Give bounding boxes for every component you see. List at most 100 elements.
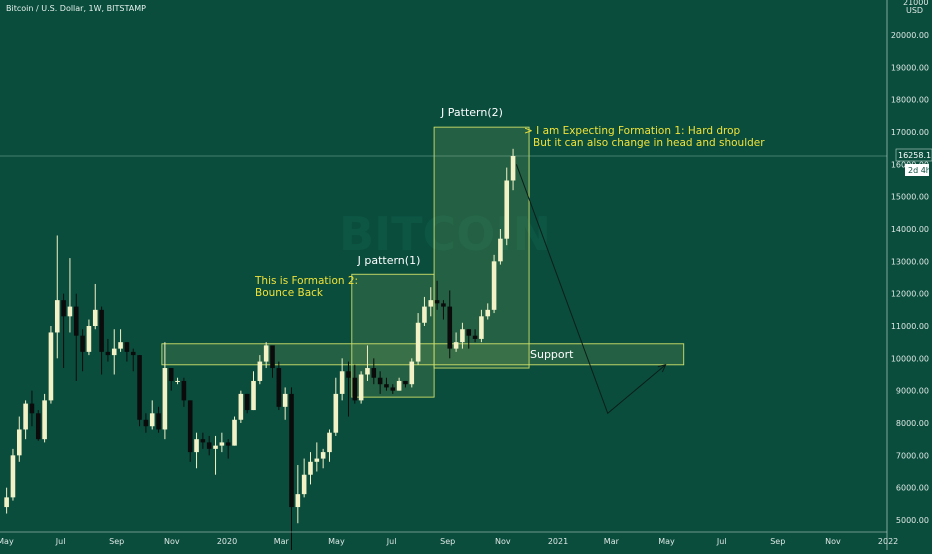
candle-body-down: [181, 380, 187, 401]
x-tick-label: 2022: [878, 537, 898, 546]
candle-body-up: [263, 345, 269, 362]
candle-body-up: [453, 342, 459, 349]
candle-body-down: [371, 368, 377, 378]
x-tick-label: Jul: [386, 537, 397, 546]
j-pattern-1-box: [351, 273, 435, 398]
candle-body-down: [377, 377, 383, 385]
candle-body-up: [16, 429, 22, 456]
candle-body-down: [29, 403, 35, 414]
x-tick-label: Mar: [274, 537, 290, 546]
candle-body-down: [276, 368, 282, 407]
candle-body-up: [282, 393, 288, 407]
candle-body-down: [403, 380, 408, 385]
countdown-box: [905, 164, 929, 176]
candle-body-up: [219, 442, 225, 446]
y-tick-label: 5000.00: [896, 516, 929, 525]
candle-body-up: [339, 371, 345, 394]
candle-body-up: [92, 309, 98, 326]
candle-body-up: [308, 461, 313, 475]
x-tick-label: Jul: [716, 537, 727, 546]
candle-body-up: [111, 348, 117, 356]
candle-body-down: [390, 387, 396, 391]
y-tick-label: 15000.00: [891, 193, 929, 202]
y-tick-label: 13000.00: [891, 257, 929, 266]
candle-body-up: [365, 368, 370, 375]
y-tick-label: 7000.00: [896, 451, 929, 460]
candle-body-down: [73, 306, 79, 336]
candle-body-down: [441, 303, 446, 307]
projection-path: [515, 164, 666, 415]
axis-currency: USD: [906, 6, 923, 15]
candle-body-down: [61, 300, 66, 317]
y-tick-label: 17000.00: [891, 128, 929, 137]
candle-body-up: [498, 238, 503, 262]
price-tag-value: 16258.11: [898, 151, 932, 160]
candle-body-up: [86, 326, 92, 352]
x-tick-label: May: [328, 537, 345, 546]
candle-body-down: [143, 419, 149, 427]
candle-body-up: [428, 300, 434, 307]
candle-body-down: [472, 335, 478, 339]
candle-body-up: [295, 494, 301, 508]
candle-body-up: [415, 322, 421, 362]
candle-body-up: [301, 474, 307, 495]
candle-body-down: [80, 335, 85, 352]
y-tick-label: 9000.00: [896, 387, 929, 396]
candle-body-down: [352, 377, 358, 401]
candle-body-up: [42, 400, 47, 440]
y-tick-label: 18000.00: [891, 96, 929, 105]
candle-body-up: [314, 458, 320, 462]
candle-body-down: [225, 442, 231, 446]
candle-body-down: [187, 400, 193, 453]
candle-body-up: [409, 361, 415, 385]
support-box: [161, 343, 685, 366]
chart-symbol-header: Bitcoin / U.S. Dollar, 1W, BITSTAMP: [6, 4, 146, 13]
candle-body-up: [10, 455, 16, 498]
candle-body-up: [504, 180, 510, 239]
axis-top-partial: 21000: [903, 0, 928, 7]
j-pattern-1-label: J pattern(1): [357, 254, 421, 267]
x-tick-label: May: [0, 537, 14, 546]
candle-body-down: [168, 368, 174, 381]
countdown-value: 2d 4h: [908, 166, 931, 175]
watermark: BITCOIN: [339, 207, 551, 261]
formation-1-text-line2: But it can also change in head and shoul…: [533, 137, 765, 149]
candle-body-down: [244, 393, 250, 411]
candle-body-down: [384, 384, 389, 388]
x-tick-label: Sep: [440, 537, 455, 546]
candle-body-down: [35, 413, 41, 440]
candle-body-up: [232, 419, 237, 446]
candle-body-up: [485, 309, 491, 317]
candle-body-down: [466, 329, 472, 336]
candle-body-up: [396, 380, 402, 391]
y-tick-label: 14000.00: [891, 225, 929, 234]
candle-body-down: [270, 345, 275, 369]
candle-body-up: [162, 368, 168, 430]
candle-body-up: [194, 439, 199, 453]
candle-body-up: [327, 432, 332, 453]
candle-body-down: [434, 300, 440, 304]
y-tick-label: 6000.00: [896, 484, 929, 493]
candle-body-up: [4, 497, 9, 508]
candle-body-down: [346, 371, 351, 378]
candle-body-up: [67, 306, 73, 317]
x-tick-label: Nov: [495, 537, 511, 546]
y-tick-label: 10000.00: [891, 354, 929, 363]
candle-body-up: [54, 300, 60, 333]
y-tick-label: 11000.00: [891, 322, 929, 331]
candle-body-up: [48, 332, 54, 401]
y-tick-label: 20000.00: [891, 31, 929, 40]
candle-body-up: [238, 393, 244, 420]
candle-body-down: [206, 442, 212, 449]
candle-body-up: [510, 155, 516, 181]
candle-body-down: [130, 351, 136, 356]
candle-body-down: [289, 393, 294, 508]
candle-body-up: [320, 452, 326, 459]
candle-body-up: [479, 316, 484, 339]
x-tick-label: Jul: [55, 537, 66, 546]
candle-body-up: [251, 380, 256, 411]
candle-body-down: [156, 413, 161, 430]
